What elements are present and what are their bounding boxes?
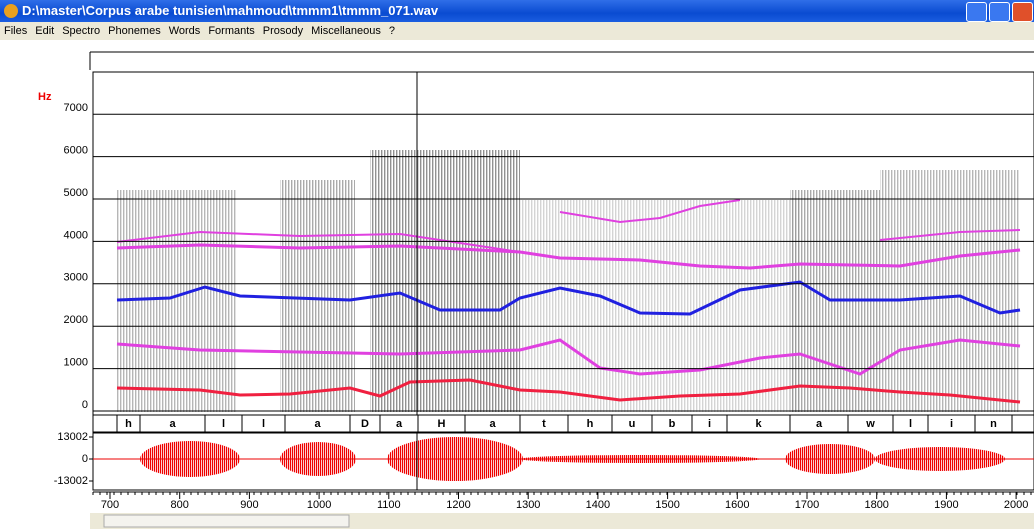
phoneme-label: H [438, 418, 446, 430]
phoneme-label: t [542, 418, 546, 430]
phoneme-label: i [950, 418, 953, 430]
menu-item[interactable]: ? [388, 25, 395, 37]
x-tick-label: 1900 [934, 499, 958, 511]
phoneme-row [92, 414, 1034, 433]
x-tick-label: 1400 [586, 499, 610, 511]
waveform [93, 437, 1034, 481]
menu-item[interactable]: Spectro [62, 25, 101, 37]
waveform-tick-label: 0 [82, 453, 88, 465]
phoneme-label: n [990, 418, 997, 430]
y-tick-label: 0 [82, 399, 88, 411]
phoneme-label: l [909, 418, 912, 430]
maximize-button[interactable] [989, 2, 1010, 22]
phoneme-label: a [169, 418, 176, 430]
phoneme-label: D [361, 418, 369, 430]
window-title: D:\master\Corpus arabe tunisien\mahmoud\… [22, 3, 439, 18]
phoneme-label: h [587, 418, 594, 430]
phoneme-label: a [816, 418, 823, 430]
menu-item[interactable]: Formants [208, 25, 255, 37]
formant-tracks [116, 199, 1021, 404]
menu-item[interactable]: Words [168, 25, 201, 37]
y-tick-label: 2000 [64, 314, 88, 326]
x-tick-label: 1600 [725, 499, 749, 511]
close-button[interactable] [1012, 2, 1033, 22]
phoneme-label: a [489, 418, 496, 430]
axis-unit: Hz [38, 91, 52, 103]
menu-item[interactable]: Files [4, 25, 28, 37]
menu-item[interactable]: Prosody [262, 25, 304, 37]
x-tick-label: 1200 [446, 499, 470, 511]
phoneme-label: i [708, 418, 711, 430]
waveform-tick-label: -13002 [54, 475, 88, 487]
y-tick-label: 7000 [64, 102, 88, 114]
phoneme-label: l [262, 418, 265, 430]
phoneme-label: u [629, 418, 636, 430]
phoneme-label: a [396, 418, 403, 430]
menu-item[interactable]: Miscellaneous [311, 25, 381, 37]
x-tick-label: 900 [240, 499, 258, 511]
phoneme-label: k [755, 418, 762, 430]
scrollbar-thumb[interactable] [103, 514, 350, 528]
y-tick-label: 1000 [64, 357, 88, 369]
title-bar: D:\master\Corpus arabe tunisien\mahmoud\… [0, 0, 1034, 22]
menu-item[interactable]: Edit [35, 25, 55, 37]
x-tick-label: 2000 [1004, 499, 1028, 511]
x-tick-label: 1500 [655, 499, 679, 511]
y-tick-label: 5000 [64, 187, 88, 199]
x-tick-label: 1300 [516, 499, 540, 511]
phoneme-label: w [865, 418, 875, 430]
x-tick-label: 1100 [377, 499, 401, 511]
spectrogram-energy [117, 150, 1020, 412]
x-tick-label: 1700 [795, 499, 819, 511]
x-tick-label: 800 [171, 499, 189, 511]
phoneme-label: l [222, 418, 225, 430]
phoneme-label: b [669, 418, 676, 430]
x-tick-label: 700 [101, 499, 119, 511]
waveform-tick-label: 13002 [57, 431, 88, 443]
y-tick-label: 6000 [64, 145, 88, 157]
phoneme-label: a [314, 418, 321, 430]
y-tick-label: 4000 [64, 229, 88, 241]
menu-bar: Files Edit Spectro Phonemes Words Formants Pro… [0, 22, 1034, 40]
y-tick-label: 3000 [64, 272, 88, 284]
menu-item[interactable]: Phonemes [108, 25, 161, 37]
minimize-button[interactable] [966, 2, 987, 22]
x-tick-label: 1800 [864, 499, 888, 511]
x-tick-label: 1000 [307, 499, 331, 511]
phoneme-label: h [125, 418, 132, 430]
app-icon [4, 4, 18, 18]
